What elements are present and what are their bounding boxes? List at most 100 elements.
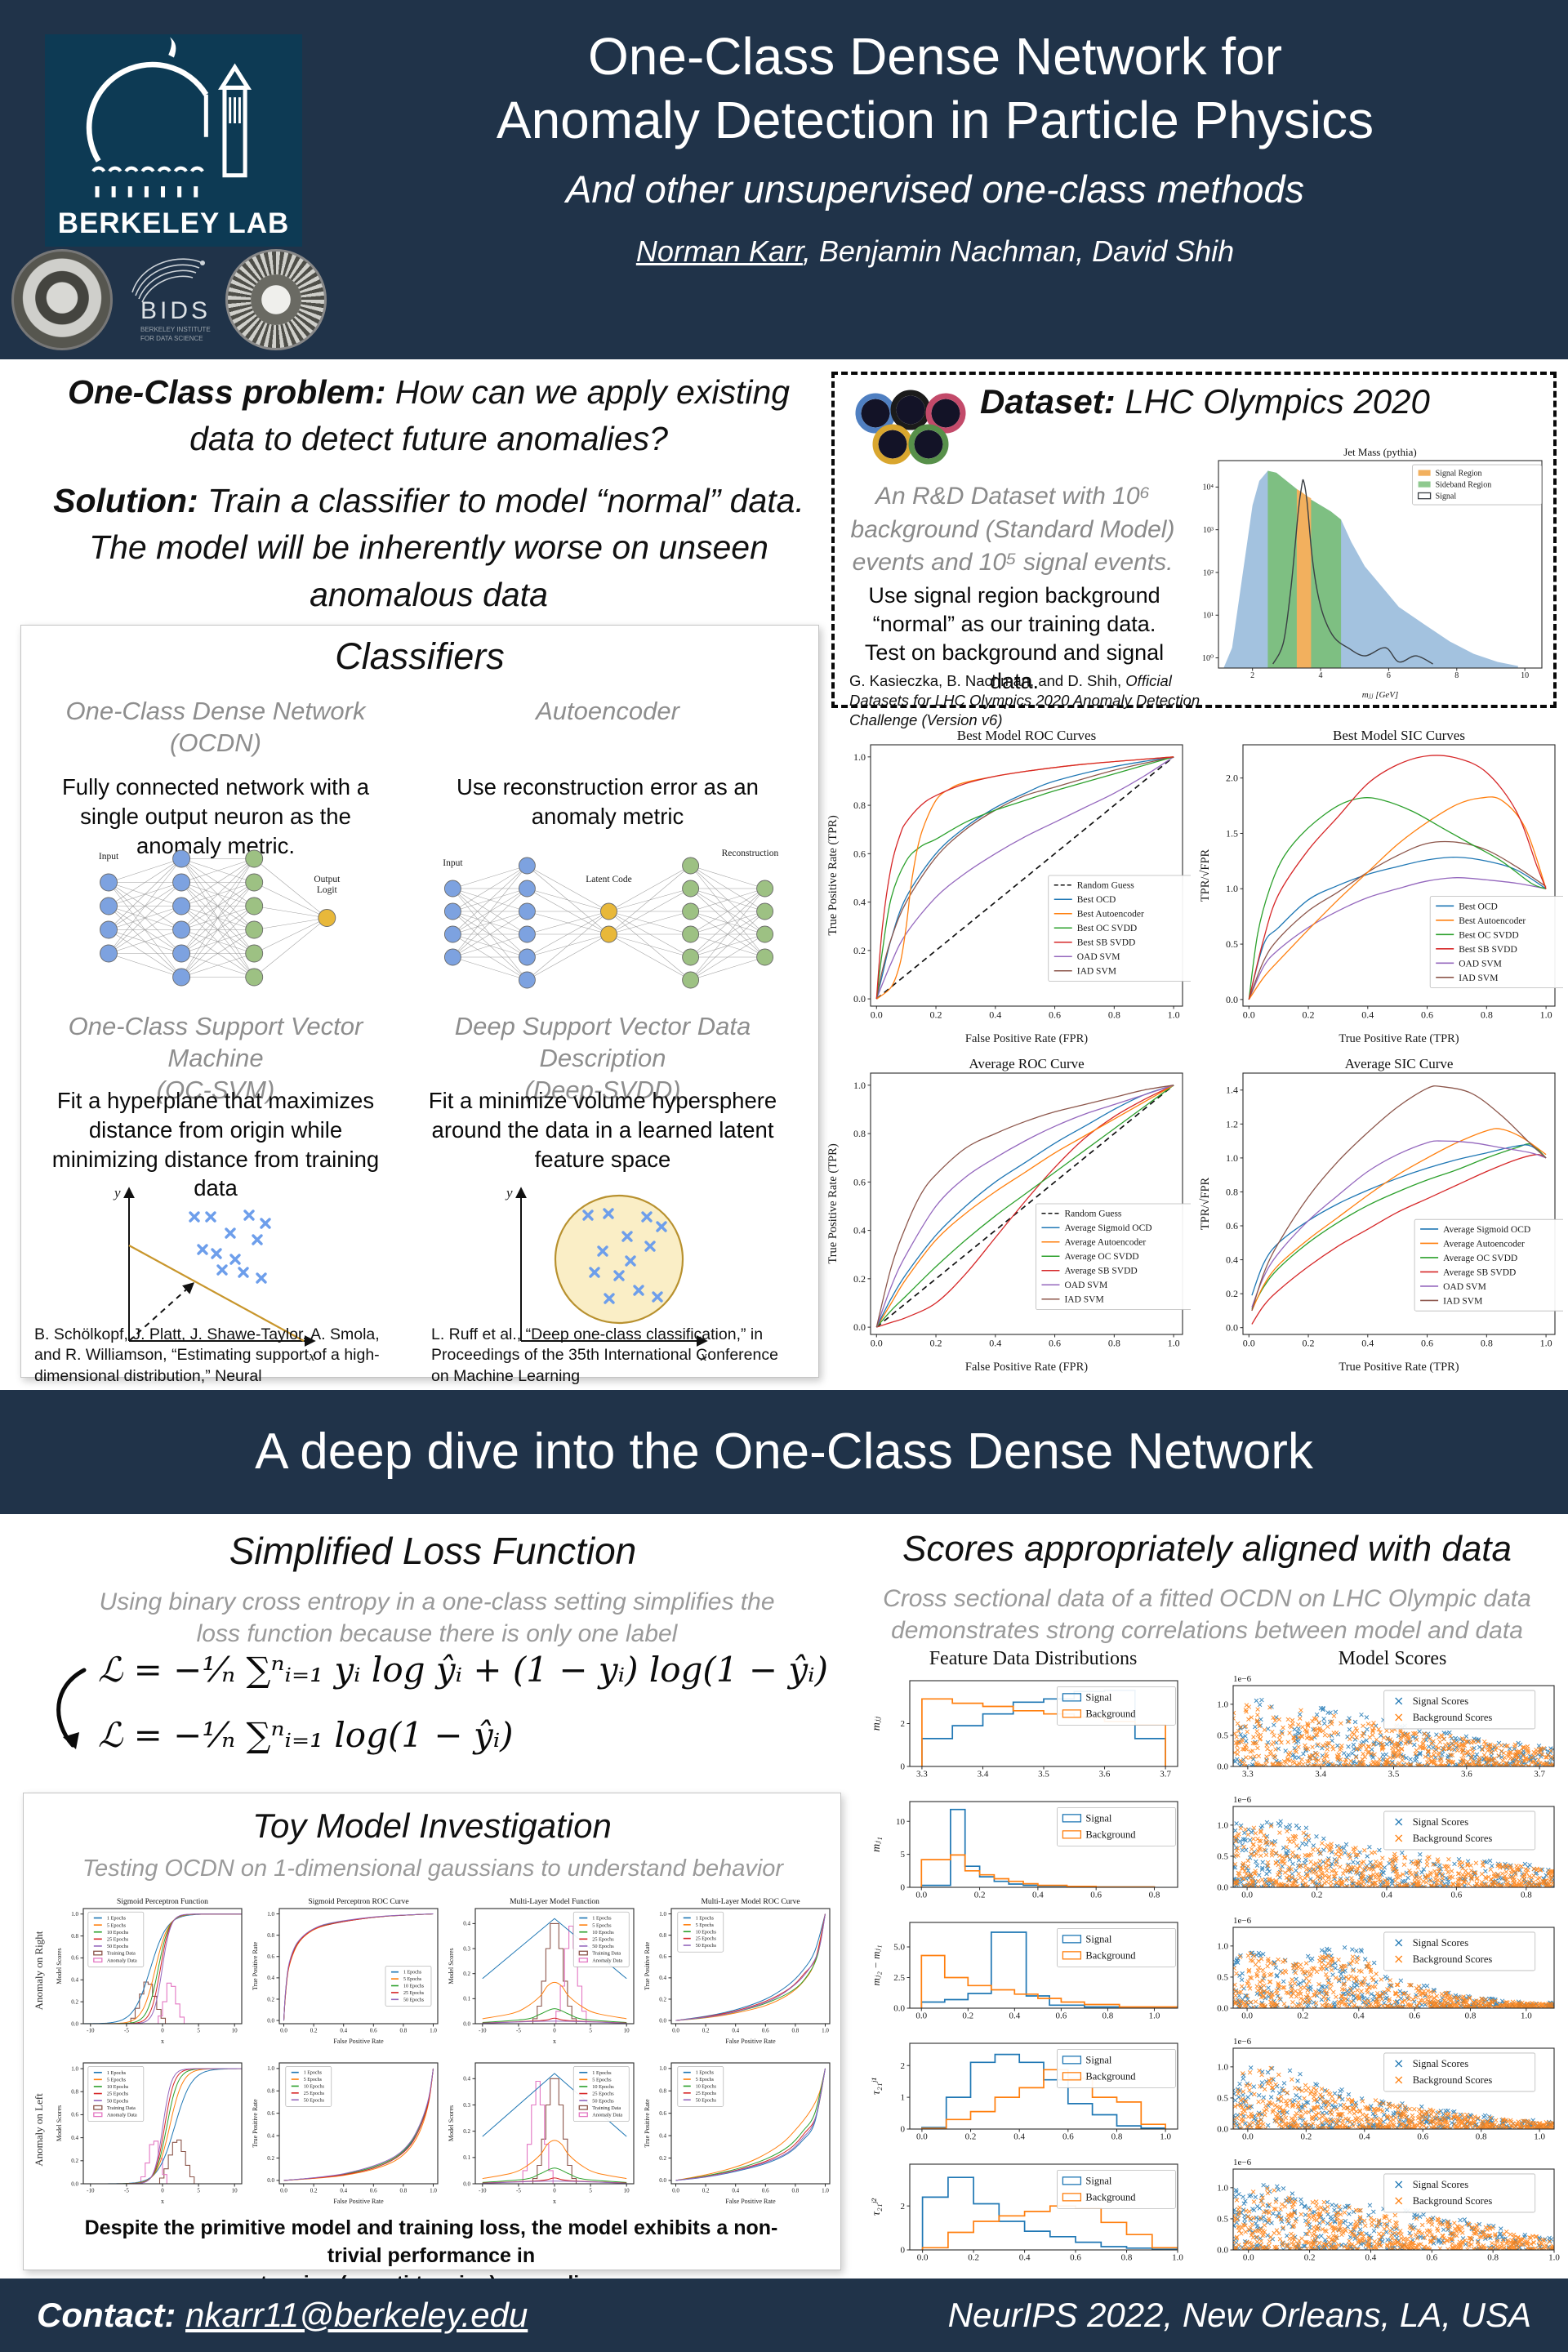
svg-text:0.0: 0.0 (871, 1337, 883, 1348)
svg-text:1.0: 1.0 (1217, 1941, 1228, 1951)
svg-text:1.0: 1.0 (267, 2065, 274, 2072)
svg-text:Training Data: Training Data (592, 1951, 621, 1957)
svg-text:0.4: 0.4 (71, 1977, 78, 1984)
svg-text:0.0: 0.0 (1243, 2253, 1254, 2263)
svg-text:x: x (308, 1348, 315, 1364)
svg-text:10 Epochs: 10 Epochs (592, 1930, 614, 1936)
scores-subtitle: Cross sectional data of a fitted OCDN on… (883, 1585, 1531, 1644)
svg-text:50 Epochs: 50 Epochs (592, 2098, 614, 2104)
svg-text:0: 0 (901, 2246, 906, 2256)
svg-text:0.4: 0.4 (659, 2132, 666, 2139)
svg-text:-5: -5 (124, 2027, 129, 2034)
svg-text:0.2: 0.2 (463, 2128, 470, 2135)
svg-text:0.8: 0.8 (1465, 2011, 1477, 2021)
svg-text:0.8: 0.8 (792, 2027, 800, 2034)
jet-mass-chart: 2 4 6 8 10 10⁰ 10¹ 10² 10³ 10⁴ Jet Mass (pythia) mⱼ… (1183, 441, 1550, 701)
svg-text:0.2: 0.2 (310, 2027, 318, 2034)
svg-text:Background Scores: Background Scores (1413, 1712, 1493, 1723)
svg-text:1.5: 1.5 (1226, 827, 1238, 839)
svg-text:0.0: 0.0 (853, 1321, 866, 1333)
svg-text:0: 0 (161, 2027, 164, 2034)
svg-text:0.4: 0.4 (989, 1009, 1001, 1020)
svg-text:0.0: 0.0 (280, 2027, 287, 2034)
ocsvm-citation: B. Schölkopf, J. Platt, J. Shawe-Taylor,… (34, 1325, 380, 1385)
best-model-roc-chart: 0.0 0.2 0.4 0.6 0.8 1.0 0.0 0.2 0.4 0.6 0.8 1.0 Best… (823, 720, 1191, 1045)
svg-text:50 Epochs: 50 Epochs (696, 1944, 717, 1949)
svg-text:5.0: 5.0 (893, 1943, 905, 1953)
svg-text:True Positive Rate (TPR): True Positive Rate (TPR) (1339, 1032, 1459, 1045)
svg-text:1.0: 1.0 (1534, 2132, 1545, 2142)
svg-text:0.6: 0.6 (370, 2027, 377, 2034)
svg-text:1.0: 1.0 (1521, 2011, 1532, 2021)
feature-hist-tau21-j2: 0.0 0.2 0.4 0.6 0.8 1.0 0 2 τ₂₁ʲ² Signal Backgroun… (867, 2156, 1184, 2272)
svg-text:-10: -10 (87, 2187, 95, 2194)
svg-text:False Positive Rate: False Positive Rate (333, 2038, 384, 2045)
svg-text:0.3: 0.3 (463, 1945, 470, 1952)
ocdn-network-diagram: Input Output Logit (82, 833, 351, 996)
svg-text:25 Epochs: 25 Epochs (107, 2091, 129, 2097)
svg-text:0.2: 0.2 (71, 2158, 78, 2164)
svg-text:0.2: 0.2 (853, 945, 866, 956)
svg-text:1.0: 1.0 (1226, 1152, 1238, 1164)
svg-text:0.2: 0.2 (1226, 1288, 1238, 1299)
dataset-description: An R&D Dataset with 10⁶ background (Stan… (850, 483, 1175, 576)
svg-text:0.0: 0.0 (71, 2180, 78, 2187)
svg-text:0.6: 0.6 (1421, 1337, 1433, 1348)
svg-text:0.1: 0.1 (463, 2154, 470, 2161)
poster-title: One-Class Dense Network for Anomaly Dete… (496, 27, 1374, 150)
svg-text:Average ROC Curve: Average ROC Curve (969, 1056, 1084, 1071)
svg-text:0.4: 0.4 (340, 2187, 347, 2194)
svg-text:10⁴: 10⁴ (1203, 483, 1214, 492)
toy-model-box (23, 1793, 841, 2270)
model-scores-mj1: 0.0 0.2 0.4 0.6 0.8 0.0 0.5 1.0 1e−6 Signal Score… (1197, 1793, 1561, 1909)
svg-text:25 Epochs: 25 Epochs (592, 1936, 614, 1942)
svg-text:0.8: 0.8 (267, 2088, 274, 2095)
svg-text:25 Epochs: 25 Epochs (696, 2091, 717, 2096)
svg-text:10: 10 (896, 1817, 906, 1827)
svg-text:0.4: 0.4 (853, 897, 866, 908)
svdd-description: Fit a minimize volume hypersphere around… (428, 1088, 777, 1172)
feature-hist-mjj: 3.3 3.4 3.5 3.6 3.7 0 2 mⱼⱼ Signal Background (867, 1673, 1184, 1788)
svg-text:5 Epochs: 5 Epochs (592, 1922, 612, 1928)
loss-subtitle: Using binary cross entropy in a one-clas… (99, 1588, 775, 1647)
contact-email-link[interactable]: nkarr11@berkeley.edu (185, 2296, 528, 2334)
svg-text:2: 2 (901, 2202, 906, 2212)
svg-text:1.0: 1.0 (430, 2187, 437, 2194)
svg-text:1.0: 1.0 (430, 2027, 437, 2034)
svg-text:5: 5 (901, 1850, 906, 1860)
svg-text:0.1: 0.1 (463, 1996, 470, 2002)
svg-text:Output: Output (314, 875, 341, 884)
svg-text:Input: Input (443, 858, 463, 868)
svg-text:0.0: 0.0 (463, 2020, 470, 2027)
svg-text:0.4: 0.4 (732, 2187, 739, 2194)
svg-text:Background Scores: Background Scores (1413, 2074, 1493, 2086)
svg-text:Background: Background (1085, 1950, 1136, 1962)
svg-text:1: 1 (901, 2093, 906, 2103)
svg-text:5 Epochs: 5 Epochs (107, 2077, 127, 2082)
svg-text:0.6: 0.6 (1421, 1009, 1433, 1020)
svg-text:0.0: 0.0 (915, 2011, 927, 2021)
svg-text:2.5: 2.5 (893, 1973, 905, 1983)
dataset-citation: G. Kasieczka, B. Nachman, and D. Shih, O… (849, 672, 1200, 729)
svg-text:3.4: 3.4 (978, 1770, 989, 1780)
toy-sigmoid-function-chart-1: -10 -5 0 5 10 0.0 0.2 0.4 0.6 0.8 1.0 Sigmoid Perce… (54, 1895, 247, 2047)
svg-text:0.6: 0.6 (1426, 2253, 1437, 2263)
svg-text:1e−6: 1e−6 (1233, 2158, 1252, 2167)
scores-col2-header: Model Scores (1338, 1648, 1447, 1669)
svg-text:False Positive Rate (FPR): False Positive Rate (FPR) (965, 1032, 1088, 1045)
svg-text:0.8: 0.8 (1149, 1891, 1160, 1900)
svg-text:-10: -10 (479, 2187, 487, 2194)
toy-multilayer-function-chart-2: -10 -5 0 5 10 0.0 0.1 0.2 0.3 0.4 x Model Scores 1 E… (446, 2055, 639, 2207)
svg-text:0.4: 0.4 (267, 1975, 274, 1981)
bids-text: BIDS (140, 297, 211, 324)
toy-multilayer-roc-chart-2: 0.0 0.2 0.4 0.6 0.8 1.0 0.0 0.2 0.4 0.6 0.8 1.0 Fals… (642, 2055, 835, 2207)
svg-text:Best Autoencoder: Best Autoencoder (1459, 916, 1526, 926)
toy-sigmoid-function-chart-2: -10 -5 0 5 10 0.0 0.2 0.4 0.6 0.8 1.0 x Model Scores… (54, 2055, 247, 2207)
svg-text:Reconstruction: Reconstruction (722, 849, 779, 858)
svg-text:3.3: 3.3 (916, 1770, 928, 1780)
contact-text: Contact: nkarr11@berkeley.edu (37, 2296, 528, 2334)
svg-text:0.0: 0.0 (659, 2177, 666, 2184)
problem-text: How can we apply existing data to detect… (189, 373, 791, 458)
svg-text:Best Autoencoder: Best Autoencoder (1077, 910, 1144, 920)
